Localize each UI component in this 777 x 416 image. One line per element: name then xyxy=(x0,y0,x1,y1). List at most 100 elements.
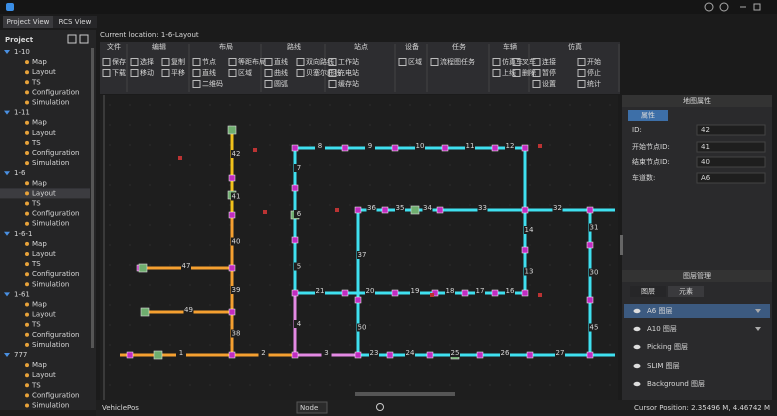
tree-item[interactable]: Layout xyxy=(32,189,56,197)
project-name[interactable]: 1-6 xyxy=(14,169,26,177)
map-node[interactable] xyxy=(491,289,499,297)
toolbar-icon[interactable] xyxy=(492,69,501,77)
settings-button[interactable] xyxy=(704,2,714,12)
toolbar-button[interactable]: 工作站 xyxy=(338,57,359,66)
station-icon[interactable] xyxy=(410,205,420,215)
tree-item[interactable]: Simulation xyxy=(32,220,69,228)
map-node[interactable] xyxy=(291,236,299,244)
toolbar-icon[interactable] xyxy=(228,69,237,77)
expand-arrow[interactable] xyxy=(4,110,10,115)
expand-arrow[interactable] xyxy=(4,50,10,54)
field-value[interactable]: 40 xyxy=(701,158,710,166)
toolbar-icon[interactable] xyxy=(130,69,139,77)
toolbar-icon[interactable] xyxy=(430,58,439,66)
tab[interactable] xyxy=(630,286,666,297)
tree-item[interactable]: Map xyxy=(32,361,47,369)
layer-name[interactable]: Background 图层 xyxy=(647,380,705,388)
toolbar-icon[interactable] xyxy=(192,69,201,77)
tree-item[interactable]: Layout xyxy=(32,129,56,137)
tree-item[interactable]: TS xyxy=(31,78,41,86)
station-icon[interactable] xyxy=(138,263,148,273)
map-node[interactable] xyxy=(586,241,594,249)
tree-item[interactable]: Map xyxy=(32,301,47,309)
toolbar-icon[interactable] xyxy=(532,69,541,77)
field-input[interactable] xyxy=(696,124,766,136)
toolbar-button[interactable]: 二维码 xyxy=(202,79,223,88)
toolbar-icon[interactable] xyxy=(532,80,541,88)
toolbar-icon[interactable] xyxy=(512,69,521,77)
tree-item[interactable]: Layout xyxy=(32,371,56,379)
tree-item[interactable]: Layout xyxy=(32,250,56,258)
field-input[interactable] xyxy=(696,156,766,168)
tab-label[interactable]: 属性 xyxy=(641,111,655,120)
search-icon[interactable] xyxy=(376,403,384,411)
map-node[interactable] xyxy=(291,144,299,152)
tab-label[interactable]: RCS View xyxy=(59,18,92,26)
dropdown[interactable] xyxy=(296,401,328,414)
tree-item[interactable]: Map xyxy=(32,240,47,248)
toolbar-button[interactable]: 节点 xyxy=(202,58,216,66)
map-node[interactable] xyxy=(228,211,236,219)
expand-arrow[interactable] xyxy=(4,171,10,176)
map-node[interactable] xyxy=(521,246,529,254)
tree-item[interactable]: Layout xyxy=(32,311,56,319)
toolbar-icon[interactable] xyxy=(228,58,237,66)
map-node[interactable] xyxy=(391,144,399,152)
toolbar-button[interactable]: 流程图任务 xyxy=(440,57,475,66)
map-node[interactable] xyxy=(391,289,399,297)
map-node[interactable] xyxy=(476,351,484,359)
map-node[interactable] xyxy=(354,296,362,304)
toolbar-icon[interactable] xyxy=(264,69,273,77)
map-node[interactable] xyxy=(341,144,349,152)
map-node[interactable] xyxy=(228,351,236,359)
station-icon[interactable] xyxy=(140,307,150,317)
toolbar-button[interactable]: 直线 xyxy=(202,68,216,77)
map-node[interactable] xyxy=(228,174,236,182)
map-node[interactable] xyxy=(436,206,444,214)
toolbar-icon[interactable] xyxy=(102,69,111,77)
tab[interactable] xyxy=(668,286,704,297)
toolbar-button[interactable]: 保存 xyxy=(112,57,126,66)
maximize-button[interactable] xyxy=(753,3,761,11)
map-node[interactable] xyxy=(491,144,499,152)
tree-item[interactable]: Map xyxy=(32,179,47,187)
expand-arrow[interactable] xyxy=(4,292,10,297)
toolbar-button[interactable]: 暂停 xyxy=(542,68,556,77)
toolbar-icon[interactable] xyxy=(328,69,337,77)
tab-active[interactable] xyxy=(628,110,668,121)
tree-item[interactable]: Map xyxy=(32,119,47,127)
tree-item[interactable]: TS xyxy=(31,260,41,268)
tree-item[interactable]: Simulation xyxy=(32,402,69,410)
tree-item[interactable]: Configuration xyxy=(32,210,79,218)
visibility-icon[interactable] xyxy=(633,308,641,314)
tab[interactable] xyxy=(53,16,97,28)
project-name[interactable]: 1-61 xyxy=(14,290,30,298)
toolbar-button[interactable]: 贝塞尔曲线 xyxy=(306,68,341,77)
toolbar-button[interactable]: 双向路线 xyxy=(306,57,334,66)
toolbar-icon[interactable] xyxy=(192,58,201,66)
toolbar-icon[interactable] xyxy=(512,58,521,66)
map-node[interactable] xyxy=(526,351,534,359)
tree-item[interactable]: Configuration xyxy=(32,391,79,399)
selected-row[interactable] xyxy=(624,304,770,318)
expand-arrow[interactable] xyxy=(4,353,10,357)
map-node[interactable] xyxy=(228,308,236,316)
station-icon[interactable] xyxy=(227,125,237,135)
tree-item[interactable]: Simulation xyxy=(32,341,69,349)
tab-label[interactable]: Project View xyxy=(7,18,50,26)
toolbar-icon[interactable] xyxy=(398,58,407,66)
tab-label[interactable]: 元素 xyxy=(679,287,693,296)
expand-arrow[interactable] xyxy=(4,231,10,236)
project-name[interactable]: 1-6-1 xyxy=(14,230,32,238)
visibility-icon[interactable] xyxy=(633,381,641,387)
toolbar-button[interactable]: 直线 xyxy=(274,57,288,66)
map-node[interactable] xyxy=(426,351,434,359)
toolbar-icon[interactable] xyxy=(328,80,337,88)
map-node[interactable] xyxy=(521,289,529,297)
toolbar-button[interactable]: 区域 xyxy=(408,57,422,66)
tree-item[interactable]: Simulation xyxy=(32,280,69,288)
toolbar-icon[interactable] xyxy=(102,58,111,66)
map-node[interactable] xyxy=(521,144,529,152)
tree-item[interactable]: TS xyxy=(31,321,41,329)
tree-item[interactable]: Simulation xyxy=(32,159,69,167)
